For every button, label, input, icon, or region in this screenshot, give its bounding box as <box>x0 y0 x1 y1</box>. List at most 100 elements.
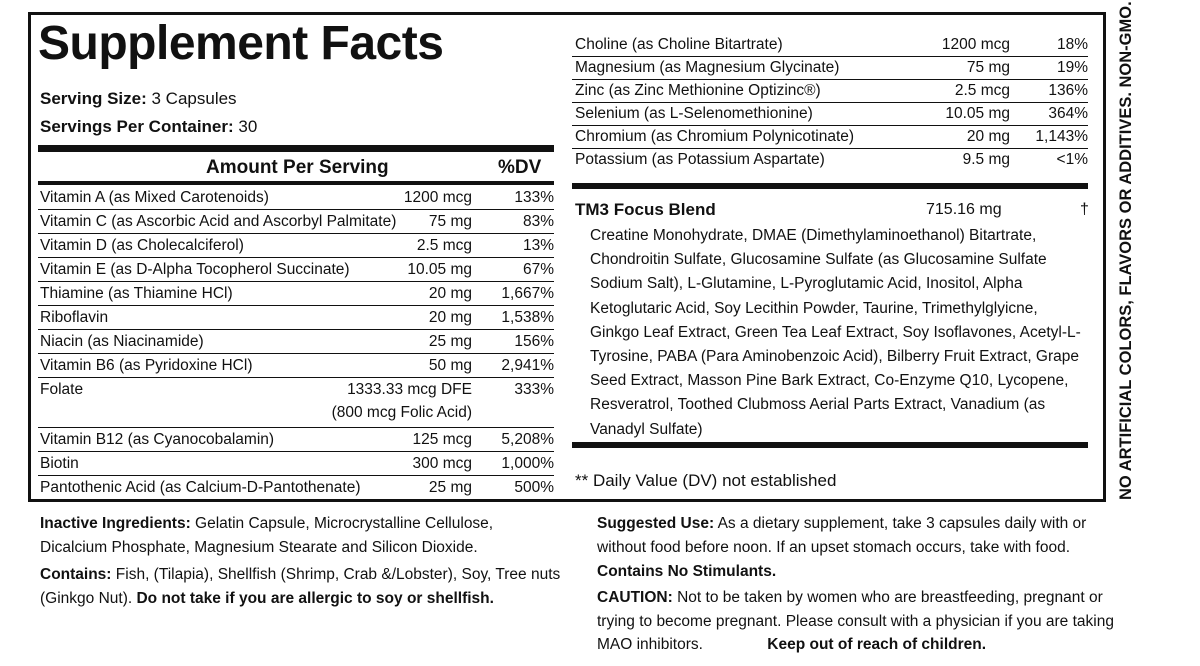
servings-value: 30 <box>238 117 258 136</box>
suggested-label: Suggested Use: <box>597 515 715 532</box>
servings-label: Servings Per Container: <box>40 117 234 136</box>
allergy-warning: Do not take if you are allergic to soy o… <box>136 589 494 607</box>
nutrient-name: Niacin (as Niacinamide) <box>40 333 204 350</box>
nutrient-name: Pantothenic Acid (as Calcium-D-Pantothen… <box>40 479 361 496</box>
nutrient-dv: 133% <box>514 189 554 206</box>
nutrient-dv: 1,667% <box>501 285 554 302</box>
nutrient-name: Folate <box>40 381 84 398</box>
side-claim: NO ARTIFICIAL COLORS, FLAVORS OR ADDITIV… <box>1112 1 1142 500</box>
nutrient-dv: 13% <box>522 237 554 254</box>
row-divider <box>38 305 554 306</box>
row-divider <box>38 209 554 210</box>
nutrient-amount: 2.5 mcg <box>416 237 472 254</box>
nutrient-name: Riboflavin <box>40 309 109 326</box>
contains-statement: Contains: Fish, (Tilapia), Shellfish (Sh… <box>40 563 565 610</box>
nutrient-name: Vitamin B6 (as Pyridoxine HCl) <box>40 357 253 374</box>
inactive-label: Inactive Ingredients: <box>40 515 191 532</box>
nutrient-name: Choline (as Choline Bitartrate) <box>575 36 783 53</box>
row-divider <box>572 102 1088 103</box>
nutrient-name: Vitamin B12 (as Cyanocobalamin) <box>40 431 275 448</box>
suggested-use: Suggested Use: As a dietary supplement, … <box>597 512 1112 559</box>
inactive-ingredients: Inactive Ingredients: Gelatin Capsule, M… <box>40 512 560 559</box>
nutrient-amount: 25 mg <box>428 479 472 496</box>
nutrient-amount: 9.5 mg <box>962 151 1010 168</box>
nutrient-amount: 300 mcg <box>412 455 472 472</box>
contains-label: Contains: <box>40 566 112 583</box>
nutrient-dv: 156% <box>514 333 554 350</box>
row-divider <box>38 257 554 258</box>
nutrient-amount: 20 mg <box>966 128 1010 145</box>
nutrient-amount: 50 mg <box>428 357 472 374</box>
nutrient-dv: 1,000% <box>501 455 554 472</box>
nutrient-name: Magnesium (as Magnesium Glycinate) <box>575 59 840 76</box>
contains-text: Fish, (Tilapia), Shellfish (Shrimp, Crab… <box>40 566 561 607</box>
blend-title: TM3 Focus Blend <box>575 200 716 219</box>
nutrient-name: Selenium (as L-Selenomethionine) <box>575 105 813 122</box>
no-stimulants-text: Contains No Stimulants. <box>597 563 777 580</box>
side-claim-text: NO ARTIFICIAL COLORS, FLAVORS OR ADDITIV… <box>1117 1 1135 500</box>
nutrient-name: Vitamin C (as Ascorbic Acid and Ascorbyl… <box>40 213 397 230</box>
row-divider <box>572 148 1088 149</box>
nutrient-dv: 136% <box>1048 82 1088 99</box>
thick-divider-right-top <box>572 183 1088 189</box>
row-divider <box>38 427 554 428</box>
nutrient-dv: 1,538% <box>501 309 554 326</box>
nutrient-amount: 10.05 mg <box>945 105 1010 122</box>
nutrient-amount: 1333.33 mcg DFE <box>347 381 472 398</box>
dv-note: ** Daily Value (DV) not established <box>575 471 837 490</box>
panel-title: Supplement Facts <box>38 17 444 70</box>
nutrient-amount: 2.5 mcg <box>954 82 1010 99</box>
nutrient-dv: <1% <box>1056 151 1088 168</box>
nutrient-name: Vitamin A (as Mixed Carotenoids) <box>40 189 269 206</box>
nutrient-dv: 19% <box>1056 59 1088 76</box>
nutrient-amount: 1200 mcg <box>403 189 472 206</box>
nutrient-amount: 75 mg <box>428 213 472 230</box>
header-amount: Amount Per Serving <box>206 157 389 178</box>
nutrient-name: Vitamin D (as Cholecalciferol) <box>40 237 244 254</box>
nutrient-amount-note: (800 mcg Folic Acid) <box>331 404 472 421</box>
nutrient-amount: 20 mg <box>428 309 472 326</box>
nutrient-dv: 67% <box>522 261 554 278</box>
serving-size-label: Serving Size: <box>40 89 147 108</box>
nutrient-name: Zinc (as Zinc Methionine Optizinc®) <box>575 82 821 99</box>
nutrient-dv: 333% <box>514 381 554 398</box>
caution-label: CAUTION: <box>597 589 673 606</box>
keep-out-of-reach: Keep out of reach of children. <box>767 636 987 653</box>
row-divider <box>38 499 554 500</box>
row-divider <box>572 56 1088 57</box>
caution-statement: CAUTION: Not to be taken by women who ar… <box>597 586 1127 657</box>
inactive-text: Gelatin Capsule, Microcrystalline Cellul… <box>40 515 494 556</box>
thick-divider-header <box>38 181 554 185</box>
serving-size: Serving Size: 3 Capsules <box>40 88 237 110</box>
caution-text: Not to be taken by women who are breastf… <box>597 589 1114 653</box>
blend-amount: 715.16 mg <box>926 201 1002 218</box>
row-divider <box>38 377 554 378</box>
no-stimulants: Contains No Stimulants. <box>597 560 1112 584</box>
row-divider <box>572 125 1088 126</box>
row-divider <box>38 475 554 476</box>
supplement-facts-panel <box>28 12 1106 502</box>
nutrient-name: Vitamin E (as D-Alpha Tocopherol Succina… <box>40 261 350 278</box>
thick-divider-right-bottom <box>572 442 1088 448</box>
servings-per-container: Servings Per Container: 30 <box>40 116 257 138</box>
nutrient-name: Thiamine (as Thiamine HCl) <box>40 285 233 302</box>
header-dv: %DV <box>498 157 542 178</box>
row-divider <box>38 329 554 330</box>
blend-dagger: † <box>1080 201 1089 218</box>
nutrient-name: Biotin <box>40 455 79 472</box>
row-divider <box>38 281 554 282</box>
row-divider <box>572 79 1088 80</box>
nutrient-dv: 2,941% <box>501 357 554 374</box>
blend-ingredients: Creatine Monohydrate, DMAE (Dimethylamin… <box>590 227 1081 438</box>
thick-divider-top-left <box>38 145 554 152</box>
nutrient-dv: 500% <box>514 479 554 496</box>
nutrient-dv: 1,143% <box>1035 128 1088 145</box>
row-divider <box>38 451 554 452</box>
row-divider <box>38 233 554 234</box>
nutrient-amount: 1200 mcg <box>941 36 1010 53</box>
nutrient-amount: 25 mg <box>428 333 472 350</box>
nutrient-name: Chromium (as Chromium Polynicotinate) <box>575 128 855 145</box>
nutrient-dv: 364% <box>1048 105 1088 122</box>
serving-size-value: 3 Capsules <box>151 89 237 108</box>
nutrient-amount: 75 mg <box>966 59 1010 76</box>
